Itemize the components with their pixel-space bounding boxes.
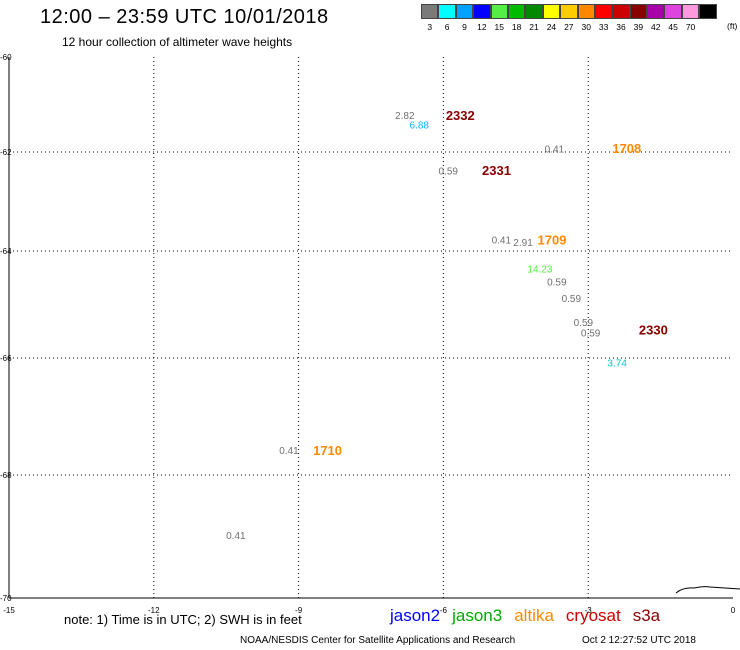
legend-entry: 3 [421, 4, 439, 32]
legend-label: 70 [685, 22, 696, 32]
legend-swatch [594, 4, 613, 19]
pass-time-label: 1708 [612, 141, 641, 156]
footer-timestamp: Oct 2 12:27:52 UTC 2018 [582, 635, 696, 646]
wave-height-label: 0.41 [545, 144, 565, 155]
legend-entry: 24 [542, 4, 561, 32]
x-tick-label: 0 [731, 606, 736, 615]
footer-note: note: 1) Time is in UTC; 2) SWH is in fe… [64, 612, 302, 627]
legend-label: 3 [427, 22, 433, 32]
pass-time-label: 2332 [446, 108, 475, 123]
legend-swatch [421, 4, 439, 19]
legend-entry: 6 [438, 4, 456, 32]
footer-credit: NOAA/NESDIS Center for Satellite Applica… [240, 635, 516, 646]
legend-swatch [664, 4, 682, 19]
y-tick-label: -60 [0, 53, 12, 62]
y-tick-label: -64 [0, 247, 12, 256]
legend-swatch [612, 4, 630, 19]
y-tick-label: -62 [0, 148, 12, 157]
legend-label: 30 [581, 22, 591, 32]
satellite-label-s3a: s3a [632, 606, 661, 625]
coastline [675, 586, 740, 594]
pass-time-label: 2330 [639, 323, 668, 338]
legend-swatch [647, 4, 665, 19]
legend-entry: 42 [647, 4, 665, 32]
legend-label: 9 [462, 22, 467, 32]
wave-height-label: 0.59 [574, 318, 594, 329]
legend-swatch [629, 4, 648, 19]
axis-tick-labels: -15 -12 -9 -6 -3 0-60-62-64-66-68-70 [0, 53, 736, 615]
wave-height-label: 0.41 [492, 236, 512, 247]
satellite-label-jason3: jason3 [452, 606, 503, 625]
legend-swatch [507, 4, 526, 19]
y-tick-label: -68 [0, 471, 12, 480]
wave-height-label: 14.23 [527, 264, 552, 275]
legend-swatch [577, 4, 595, 19]
satellite-legend: jason2 jason3 altika cryosat s3a [390, 606, 660, 626]
legend-entry: 33 [594, 4, 613, 32]
legend-label: 15 [494, 22, 504, 32]
legend-entry: 30 [577, 4, 595, 32]
legend-entry: 18 [507, 4, 526, 32]
legend-swatch [455, 4, 474, 19]
legend-label: 18 [511, 22, 522, 32]
legend-entry: 45 [664, 4, 682, 32]
wave-height-label: 0.59 [581, 329, 601, 340]
wave-height-label: 0.41 [279, 446, 299, 457]
legend-label: 45 [668, 22, 678, 32]
wave-height-label: 3.74 [607, 358, 627, 369]
legend-swatch [560, 4, 578, 19]
y-tick-label: -70 [0, 594, 12, 603]
legend-entry: 12 [473, 4, 491, 32]
legend-label: 39 [633, 22, 644, 32]
x-tick-label: -15 [3, 606, 15, 615]
legend-entry: 36 [612, 4, 630, 32]
legend-entry: 21 [525, 4, 543, 32]
satellite-label-jason2: jason2 [390, 606, 441, 625]
legend-label: 21 [529, 22, 539, 32]
legend-label: 12 [477, 22, 487, 32]
y-tick-label: -66 [0, 354, 12, 363]
wave-height-label: 0.59 [562, 294, 582, 305]
wave-height-label: 0.59 [547, 278, 567, 289]
satellite-label-cryosat: cryosat [565, 606, 621, 625]
legend-entry: 70 [681, 4, 700, 32]
legend-label: 36 [616, 22, 626, 32]
legend-label: 27 [564, 22, 574, 32]
pass-time-label: 1710 [313, 443, 342, 458]
legend-entry: 15 [490, 4, 508, 32]
pass-time-label: 2331 [482, 163, 511, 178]
wave-height-label: 0.41 [226, 531, 246, 542]
legend-entry [699, 4, 717, 32]
legend-swatch [542, 4, 561, 19]
legend-label: 42 [651, 22, 661, 32]
color-scale-legend: 3 6 9 12 15 18 21 24 27 30 33 36 39 42 45 70 [421, 4, 717, 32]
data-labels: 2.826.880.410.590.41 2.9114.230.590.590.5… [226, 108, 668, 542]
map-subtitle: 12 hour collection of altimeter wave hei… [62, 35, 293, 49]
legend-swatch [438, 4, 456, 19]
legend-swatch [473, 4, 491, 19]
legend-label: 6 [444, 22, 450, 32]
legend-swatch [525, 4, 543, 19]
legend-unit: (ft) [727, 21, 738, 31]
wave-height-label: 6.88 [410, 121, 430, 132]
wave-height-label: 2.91 [513, 238, 533, 249]
wave-height-label: 2.82 [395, 111, 415, 122]
satellite-label-altika: altika [514, 606, 554, 625]
wave-height-label: 0.59 [438, 166, 458, 177]
legend-label: 24 [546, 22, 557, 32]
legend-swatch [681, 4, 700, 19]
legend-swatch [699, 4, 717, 19]
map-title: 12:00 – 23:59 UTC 10/01/2018 [40, 6, 329, 28]
legend-entry: 39 [629, 4, 648, 32]
legend-swatch [490, 4, 508, 19]
legend-entry: 9 [455, 4, 474, 32]
pass-time-label: 1709 [538, 233, 567, 248]
map-grid [8, 57, 733, 599]
legend-label: 33 [598, 22, 609, 32]
legend-entry: 27 [560, 4, 578, 32]
